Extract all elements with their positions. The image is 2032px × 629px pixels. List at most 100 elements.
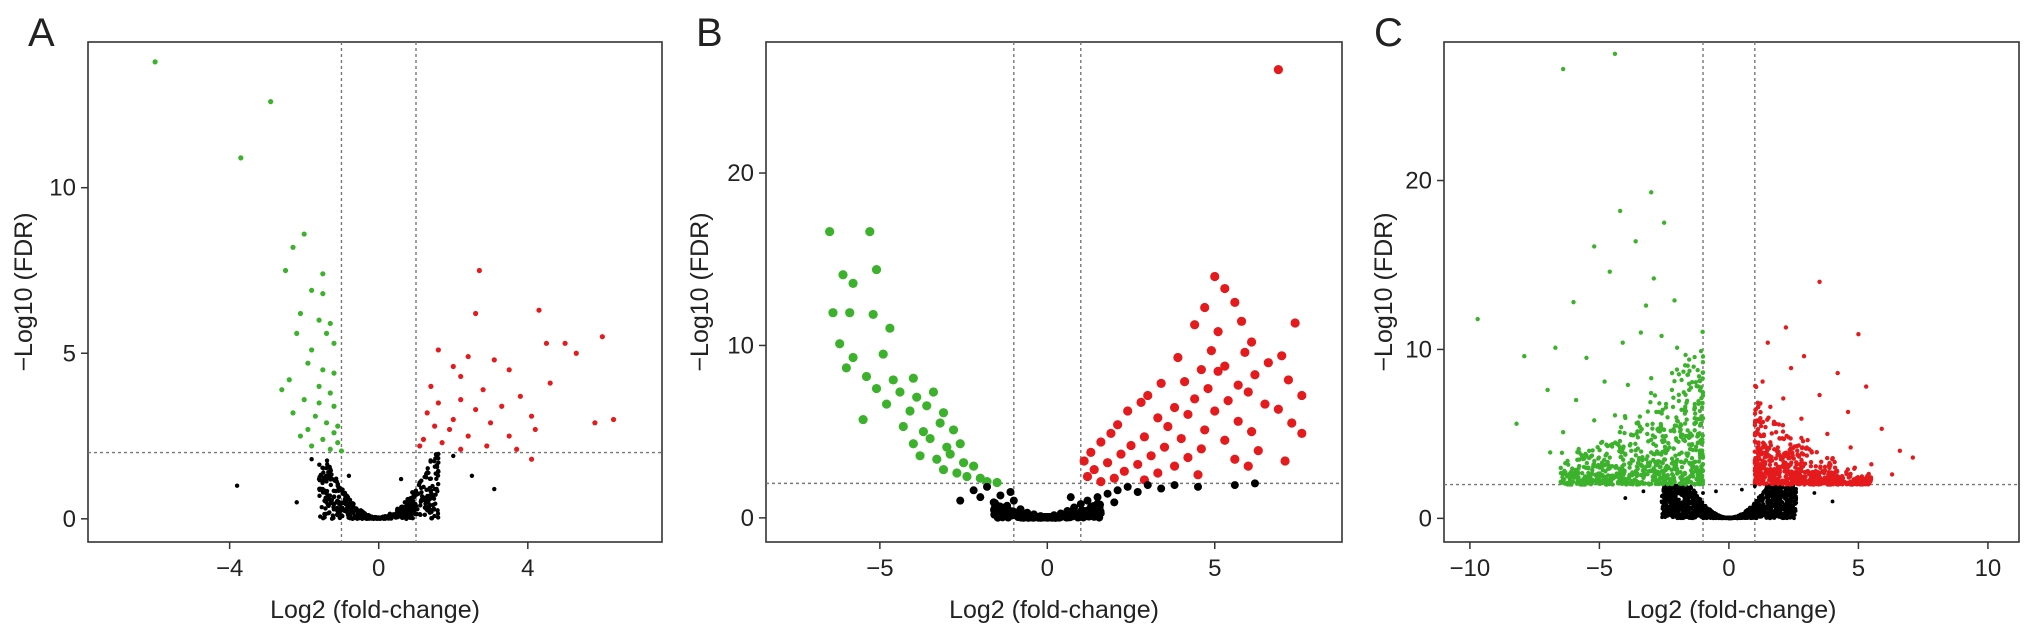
down-regulated-point xyxy=(1681,369,1686,374)
ns-point xyxy=(355,516,360,521)
down-regulated-point xyxy=(1607,466,1612,471)
up-regulated-point xyxy=(1795,480,1801,485)
y-tick-label: 20 xyxy=(727,160,754,187)
up-regulated-point xyxy=(1169,402,1180,413)
down-regulated-point xyxy=(1653,443,1659,448)
plot-frame xyxy=(1443,41,2020,543)
ns-point xyxy=(341,508,346,513)
up-regulated-point xyxy=(1106,428,1116,438)
down-regulated-point xyxy=(1652,470,1658,475)
up-regulated-point xyxy=(1764,448,1770,454)
ns-point xyxy=(1772,486,1777,491)
down-regulated-point xyxy=(1693,467,1699,473)
ns-point xyxy=(1698,503,1703,507)
up-regulated-point xyxy=(1159,442,1170,452)
ns-point xyxy=(294,500,299,505)
down-regulated-point xyxy=(1616,442,1621,448)
ns-point xyxy=(1781,511,1786,516)
ns-point xyxy=(1791,514,1795,519)
ns-point xyxy=(1712,516,1716,521)
down-regulated-point xyxy=(1607,269,1612,274)
down-regulated-point xyxy=(1514,421,1519,426)
down-regulated-point xyxy=(1695,367,1700,373)
ns-point xyxy=(1685,492,1690,496)
down-regulated-point xyxy=(320,436,326,442)
up-regulated-point xyxy=(1818,481,1824,486)
down-regulated-point xyxy=(881,399,892,409)
down-regulated-point xyxy=(1696,459,1702,464)
down-regulated-point xyxy=(1651,457,1656,463)
down-regulated-point xyxy=(297,310,304,317)
x-axis-title: Log2 (fold-change) xyxy=(1627,596,1837,624)
down-regulated-point xyxy=(1558,465,1563,471)
ns-point xyxy=(1050,511,1058,520)
down-regulated-point xyxy=(958,458,969,468)
ns-point xyxy=(333,488,338,494)
ns-point xyxy=(1774,507,1779,512)
ns-point xyxy=(469,473,475,478)
ns-point xyxy=(1170,481,1179,490)
down-regulated-point xyxy=(1660,476,1665,481)
up-regulated-point xyxy=(1156,378,1166,388)
ns-point xyxy=(1769,502,1773,507)
ns-point xyxy=(1759,513,1764,518)
up-regulated-point xyxy=(1817,279,1822,285)
up-regulated-point xyxy=(1752,423,1758,428)
down-regulated-point xyxy=(1630,482,1635,487)
down-regulated-point xyxy=(1618,424,1624,430)
x-tick-label: −5 xyxy=(1586,555,1613,582)
up-regulated-point xyxy=(517,393,523,399)
ns-point xyxy=(1768,515,1773,520)
down-regulated-point xyxy=(323,420,330,426)
down-regulated-point xyxy=(871,383,882,394)
ns-point xyxy=(435,468,441,474)
down-regulated-point xyxy=(925,433,935,444)
up-regulated-point xyxy=(1819,477,1825,482)
down-regulated-point xyxy=(1586,466,1591,471)
up-regulated-point xyxy=(1236,316,1247,326)
down-regulated-point xyxy=(1649,375,1654,381)
down-regulated-point xyxy=(1607,455,1612,460)
down-regulated-point xyxy=(992,477,1002,488)
ns-point xyxy=(1700,511,1705,516)
down-regulated-point xyxy=(1547,450,1553,455)
down-regulated-point xyxy=(1563,470,1568,475)
ns-point xyxy=(327,470,332,476)
down-regulated-point xyxy=(1622,430,1627,436)
up-regulated-point xyxy=(1796,474,1802,480)
down-regulated-point xyxy=(1669,481,1675,487)
ns-point xyxy=(328,482,334,488)
ns-point xyxy=(1680,501,1684,506)
ns-point xyxy=(419,494,425,499)
ns-point xyxy=(331,494,337,500)
down-regulated-point xyxy=(1610,482,1615,487)
ns-point xyxy=(435,511,441,516)
up-regulated-point xyxy=(487,420,494,426)
up-regulated-point xyxy=(1777,436,1782,441)
down-regulated-point xyxy=(1676,439,1681,444)
ns-point xyxy=(1682,515,1687,520)
up-regulated-point xyxy=(1758,416,1763,421)
up-regulated-point xyxy=(1253,446,1263,456)
down-regulated-point xyxy=(1687,368,1692,374)
down-regulated-point xyxy=(331,370,337,376)
up-regulated-point xyxy=(1782,451,1787,456)
ns-point xyxy=(1734,514,1739,519)
down-regulated-point xyxy=(301,397,307,403)
up-regulated-point xyxy=(1297,390,1307,401)
down-regulated-point xyxy=(316,317,322,323)
down-regulated-point xyxy=(1654,478,1659,483)
ns-point xyxy=(324,458,330,463)
up-regulated-point xyxy=(1768,404,1773,410)
ns-point xyxy=(426,506,432,511)
down-regulated-point xyxy=(885,323,895,333)
ns-point xyxy=(321,470,326,475)
up-regulated-point xyxy=(473,310,479,317)
up-regulated-point xyxy=(1243,461,1253,471)
down-regulated-point xyxy=(1594,464,1600,469)
ns-point xyxy=(1761,504,1766,508)
up-regulated-point xyxy=(1123,406,1133,416)
down-regulated-point xyxy=(1690,471,1695,476)
up-regulated-point xyxy=(1119,466,1129,476)
up-regulated-point xyxy=(446,426,453,433)
